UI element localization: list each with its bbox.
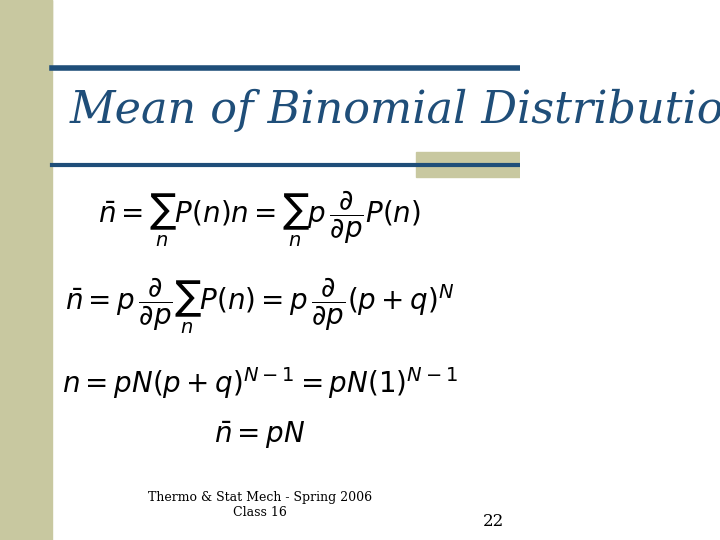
Text: Thermo & Stat Mech - Spring 2006
Class 16: Thermo & Stat Mech - Spring 2006 Class 1…	[148, 491, 372, 519]
Text: $\bar{n} = pN$: $\bar{n} = pN$	[214, 419, 305, 450]
Bar	[415, 152, 520, 177]
Bar	[0, 0, 52, 68]
Text: 22: 22	[482, 512, 504, 530]
Text: $\bar{n} = p\,\dfrac{\partial}{\partial p}\sum_{n} P(n) = p\,\dfrac{\partial}{\p: $\bar{n} = p\,\dfrac{\partial}{\partial …	[65, 275, 454, 335]
Text: $n = pN(p+q)^{N-1} = pN(1)^{N-1}$: $n = pN(p+q)^{N-1} = pN(1)^{N-1}$	[62, 366, 458, 401]
Text: Mean of Binomial Distribution: Mean of Binomial Distribution	[70, 89, 720, 132]
Bar	[0, 0, 52, 540]
Text: $\bar{n} = \sum_{n} P(n)n = \sum_{n} p\,\dfrac{\partial}{\partial p} P(n)$: $\bar{n} = \sum_{n} P(n)n = \sum_{n} p\,…	[99, 188, 421, 249]
